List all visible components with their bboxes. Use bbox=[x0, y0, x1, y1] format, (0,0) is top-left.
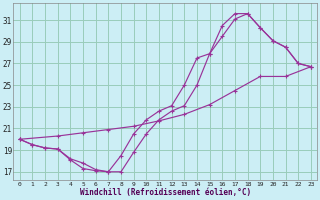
X-axis label: Windchill (Refroidissement éolien,°C): Windchill (Refroidissement éolien,°C) bbox=[80, 188, 251, 197]
